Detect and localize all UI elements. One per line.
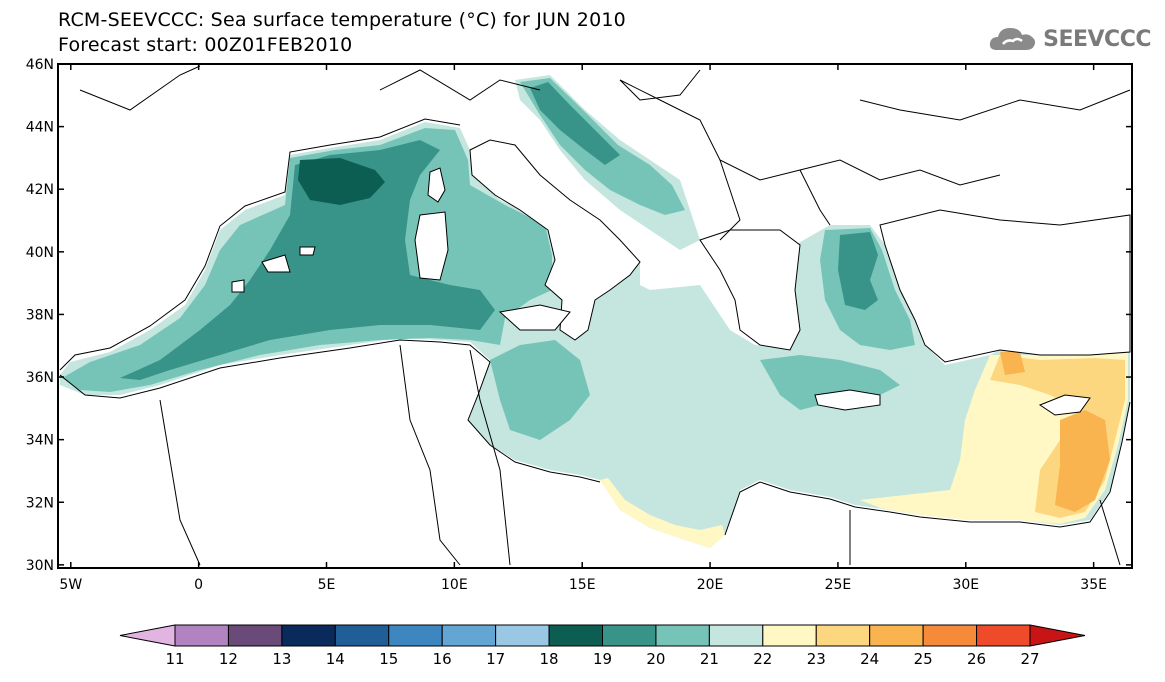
colorbar-swatch (762, 624, 817, 647)
balearic-mallorca (261, 254, 291, 273)
colorbar-label: 19 (592, 650, 613, 668)
sardinia (414, 211, 449, 281)
land-masses (231, 139, 1131, 416)
lon-tick-label: 15E (569, 577, 596, 593)
colorbar-swatch (388, 624, 443, 647)
colorbar-swatch (815, 624, 871, 647)
colorbar-label: 15 (379, 650, 399, 668)
lat-tick-label: 32N (26, 495, 54, 511)
sst-19-west-med (120, 140, 495, 380)
algeria-libya-border (399, 344, 461, 566)
seevccc-logo: SEEVCCC (987, 24, 1151, 54)
south-east-coast (724, 401, 1131, 536)
lat-tick-label: 42N (26, 182, 54, 198)
sst-24-coast-patch (1000, 352, 1025, 375)
colorbar-swatch (976, 624, 1031, 647)
lat-tick-label: 36N (26, 370, 54, 386)
balearic-minorca (299, 246, 316, 256)
colorbar-swatch (495, 624, 550, 647)
sst-22-libya-coast (600, 478, 725, 548)
egypt-israel-border (1099, 499, 1121, 566)
map-frame (57, 63, 1133, 569)
lon-tick-label: 30E (952, 577, 979, 593)
sst-20-ionian-patch (490, 340, 590, 440)
cyprus (1038, 394, 1091, 416)
axis-ticks (58, 63, 1132, 568)
colorbar-label: 24 (860, 650, 880, 668)
north-africa-coast (59, 339, 601, 483)
colorbar-swatch (174, 624, 229, 647)
forecast-start-subtitle: Forecast start: 00Z01FEB2010 (58, 34, 353, 56)
iberia-france-coast (59, 118, 461, 371)
colorbar-label: 25 (913, 650, 933, 668)
colorbar-label: 17 (486, 650, 506, 668)
lat-tick-label: 38N (26, 307, 54, 323)
colorbar-swatch (281, 624, 336, 647)
map-title: RCM-SEEVCCC: Sea surface temperature (°C… (58, 9, 626, 31)
colorbar-label: 14 (325, 650, 345, 668)
colorbar-label: 20 (646, 650, 666, 668)
colorbar-swatch (655, 624, 710, 647)
colorbar-under-arrow (119, 624, 176, 647)
lat-tick-label: 40N (26, 245, 54, 261)
turkey-coast (879, 209, 1131, 363)
country-borders (59, 65, 1131, 566)
italy-peninsula (469, 139, 641, 341)
black-sea-coast (859, 89, 1131, 121)
sst-24-levantine (1055, 410, 1110, 512)
greece (699, 229, 801, 351)
lon-tick-label: 20E (697, 577, 724, 593)
colorbar-swatch (548, 624, 603, 647)
corsica (427, 167, 446, 203)
lon-tick-label: 0 (194, 577, 203, 593)
colorbar-label: 16 (432, 650, 452, 668)
colorbar-label: 23 (806, 650, 826, 668)
lon-tick-label: 35E (1080, 577, 1107, 593)
crete (814, 389, 881, 411)
france-north-border (79, 65, 201, 111)
colorbar-label: 27 (1020, 650, 1040, 668)
latitude-labels: 30N 32N 34N 36N 38N 40N 42N 44N 46N (26, 57, 54, 574)
colorbar-swatch (869, 624, 924, 647)
albania-border (719, 159, 741, 241)
lat-tick-label: 44N (26, 120, 54, 136)
sicily (498, 304, 571, 331)
cloud-icon (990, 28, 1036, 50)
lat-tick-label: 30N (26, 558, 54, 574)
logo-text: SEEVCCC (1043, 26, 1151, 52)
algeria-morocco-border (159, 399, 201, 566)
lat-tick-label: 34N (26, 433, 54, 449)
colorbar-swatch (922, 624, 978, 647)
sea-surface-temperature-field (60, 75, 1130, 548)
colorbar-over-arrow (1029, 624, 1086, 647)
longitude-labels: 5W 0 5E 10E 15E 20E 25E 30E 35E (59, 577, 1107, 593)
sst-18-gulf-of-lion (298, 158, 385, 205)
alps-border (379, 69, 541, 101)
bulgaria-border (799, 169, 831, 226)
colorbar-label: 12 (218, 650, 238, 668)
colorbar-swatch (602, 624, 657, 647)
lon-tick-label: 25E (825, 577, 852, 593)
colorbar-label: 18 (539, 650, 559, 668)
lat-tick-label: 46N (26, 57, 54, 73)
colorbar-swatch (334, 624, 390, 647)
slovenia-croatia-border (619, 69, 701, 101)
colorbar-label: 13 (272, 650, 292, 668)
colorbar-swatch (227, 624, 283, 647)
colorbar-label: 21 (699, 650, 719, 668)
balearic-ibiza (231, 279, 245, 293)
colorbar-swatch (708, 624, 764, 647)
tunisia-libya-border (469, 349, 511, 566)
colorbar-label: 11 (165, 650, 185, 668)
temperature-colorbar (119, 624, 1086, 647)
sst-19-adriatic (530, 82, 620, 165)
colorbar-swatch (441, 624, 497, 647)
lon-tick-label: 5E (318, 577, 336, 593)
colorbar-label: 22 (753, 650, 773, 668)
colorbar-label: 26 (967, 650, 987, 668)
sst-19-aegean (838, 232, 878, 310)
lon-tick-label: 10E (441, 577, 468, 593)
lon-tick-label: 5W (59, 577, 82, 593)
